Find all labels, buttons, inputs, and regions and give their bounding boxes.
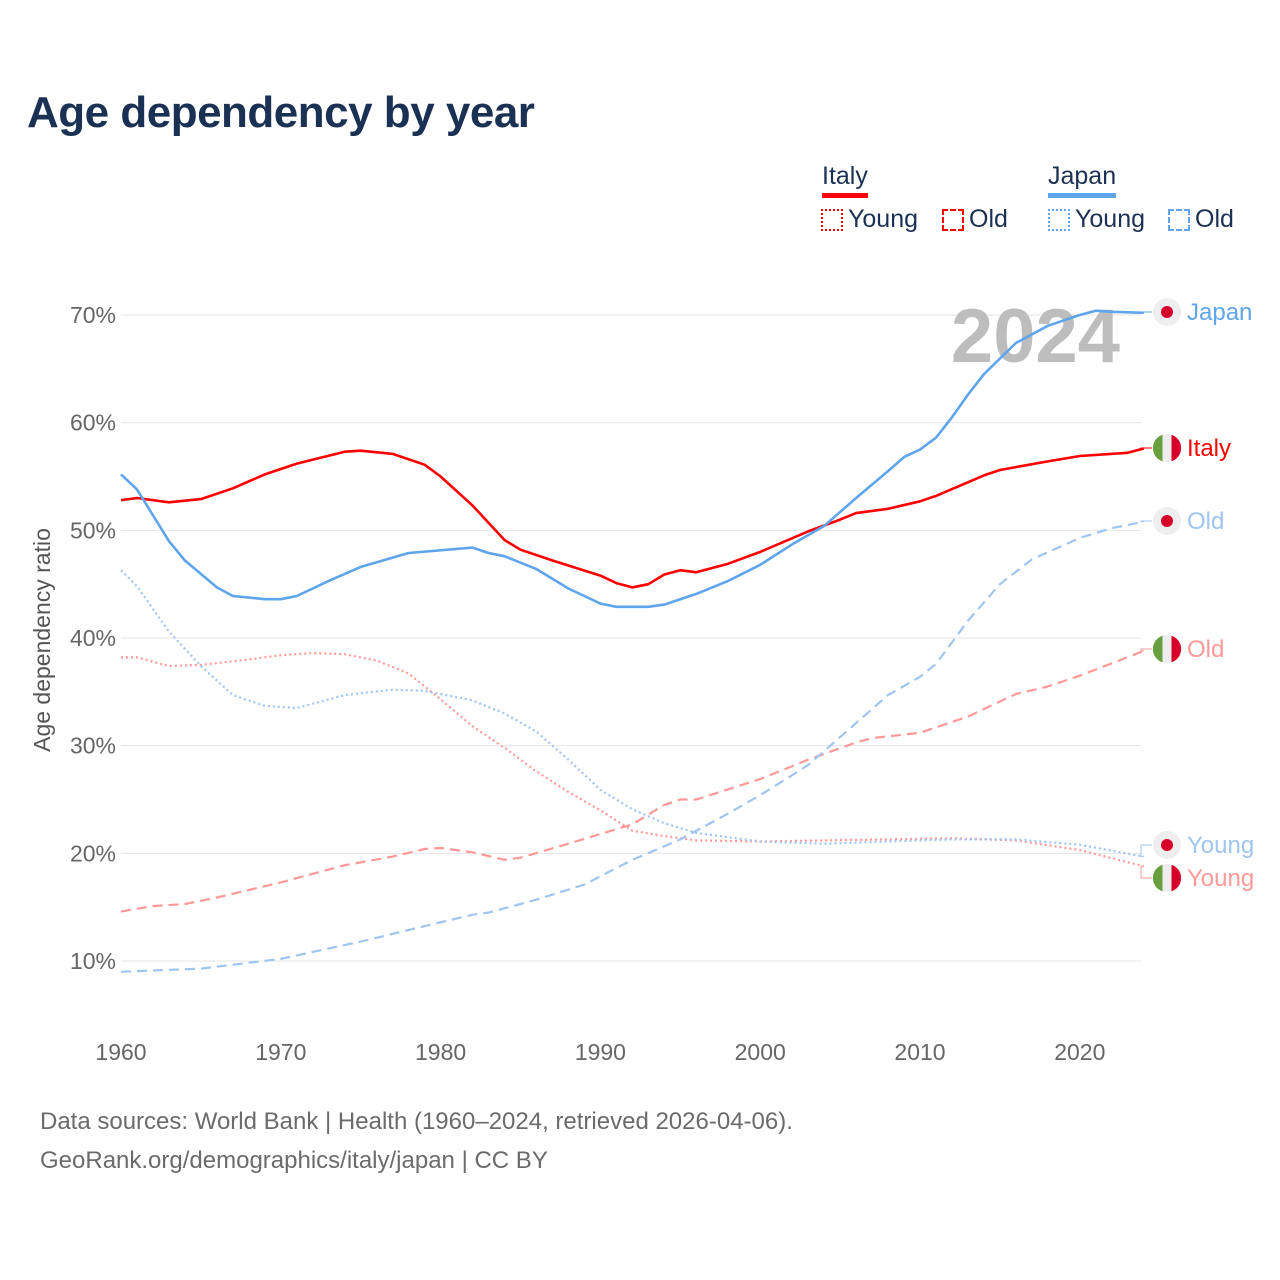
italy-flag-red bbox=[1171, 434, 1182, 462]
y-tick-label: 50% bbox=[70, 517, 116, 543]
label-connector bbox=[1140, 844, 1152, 858]
footer-attribution: GeoRank.org/demographics/italy/japan | C… bbox=[40, 1147, 548, 1174]
series-line-japan-young bbox=[120, 569, 1144, 858]
italy-flag-red bbox=[1171, 864, 1182, 892]
x-tick-label: 1970 bbox=[255, 1039, 306, 1065]
end-label: Old bbox=[1187, 636, 1224, 663]
y-tick-label: 20% bbox=[70, 840, 116, 866]
y-tick-label: 10% bbox=[70, 948, 116, 974]
italy-flag-green bbox=[1152, 434, 1163, 462]
legend-japan-old[interactable]: Old bbox=[1168, 205, 1234, 234]
x-tick-label: 2020 bbox=[1054, 1039, 1105, 1065]
label-connector bbox=[1140, 311, 1152, 314]
y-tick-label: 60% bbox=[70, 410, 116, 436]
x-tick-label: 2000 bbox=[735, 1039, 786, 1065]
legend-italy-old[interactable]: Old bbox=[942, 205, 1008, 234]
label-connector bbox=[1140, 865, 1152, 879]
end-label: Japan bbox=[1187, 299, 1252, 326]
footer-sources: Data sources: World Bank | Health (1960–… bbox=[40, 1108, 793, 1135]
end-label: Italy bbox=[1187, 435, 1231, 462]
series-line-italy-old bbox=[120, 649, 1145, 913]
legend-label: Young bbox=[848, 205, 918, 233]
series-line-japan bbox=[120, 309, 1144, 609]
legend-japan[interactable]: Japan bbox=[1048, 162, 1117, 198]
y-axis-label: Age dependency ratio bbox=[29, 528, 55, 752]
series-line-italy bbox=[120, 447, 1145, 589]
dotted-swatch-icon bbox=[821, 208, 843, 231]
italy-flag-green bbox=[1152, 864, 1163, 892]
legend-italy-young[interactable]: Young bbox=[821, 205, 918, 234]
y-tick-label: 30% bbox=[70, 733, 116, 759]
end-label: Old bbox=[1187, 508, 1224, 535]
y-tick-label: 70% bbox=[70, 302, 116, 328]
legend-japan-young[interactable]: Young bbox=[1048, 205, 1145, 234]
end-label: Young bbox=[1187, 832, 1254, 859]
label-connector bbox=[1140, 648, 1152, 652]
end-label: Young bbox=[1187, 865, 1254, 892]
label-connector bbox=[1140, 520, 1152, 523]
legend-label: Old bbox=[1195, 205, 1234, 233]
dashed-swatch-icon bbox=[1168, 208, 1190, 231]
series-line-italy-young bbox=[121, 652, 1144, 868]
x-tick-label: 1960 bbox=[95, 1039, 146, 1065]
japan-flag-dot bbox=[1161, 306, 1173, 318]
legend-label: Old bbox=[969, 205, 1008, 233]
dotted-swatch-icon bbox=[1048, 208, 1070, 231]
x-tick-label: 1980 bbox=[415, 1039, 466, 1065]
x-tick-label: 1990 bbox=[575, 1039, 626, 1065]
legend-label: Young bbox=[1075, 205, 1145, 233]
legend-italy[interactable]: Italy bbox=[822, 162, 868, 198]
italy-flag-red bbox=[1171, 635, 1182, 663]
chart-title: Age dependency by year bbox=[27, 88, 535, 137]
japan-flag-dot bbox=[1161, 515, 1173, 527]
y-tick-label: 40% bbox=[70, 625, 116, 651]
japan-flag-dot bbox=[1161, 839, 1173, 851]
year-watermark: 2024 bbox=[951, 294, 1120, 379]
dashed-swatch-icon bbox=[942, 208, 964, 231]
label-connector bbox=[1140, 447, 1152, 450]
x-tick-label: 2010 bbox=[894, 1039, 945, 1065]
series-line-japan-old bbox=[120, 520, 1144, 973]
italy-flag-green bbox=[1152, 635, 1163, 663]
